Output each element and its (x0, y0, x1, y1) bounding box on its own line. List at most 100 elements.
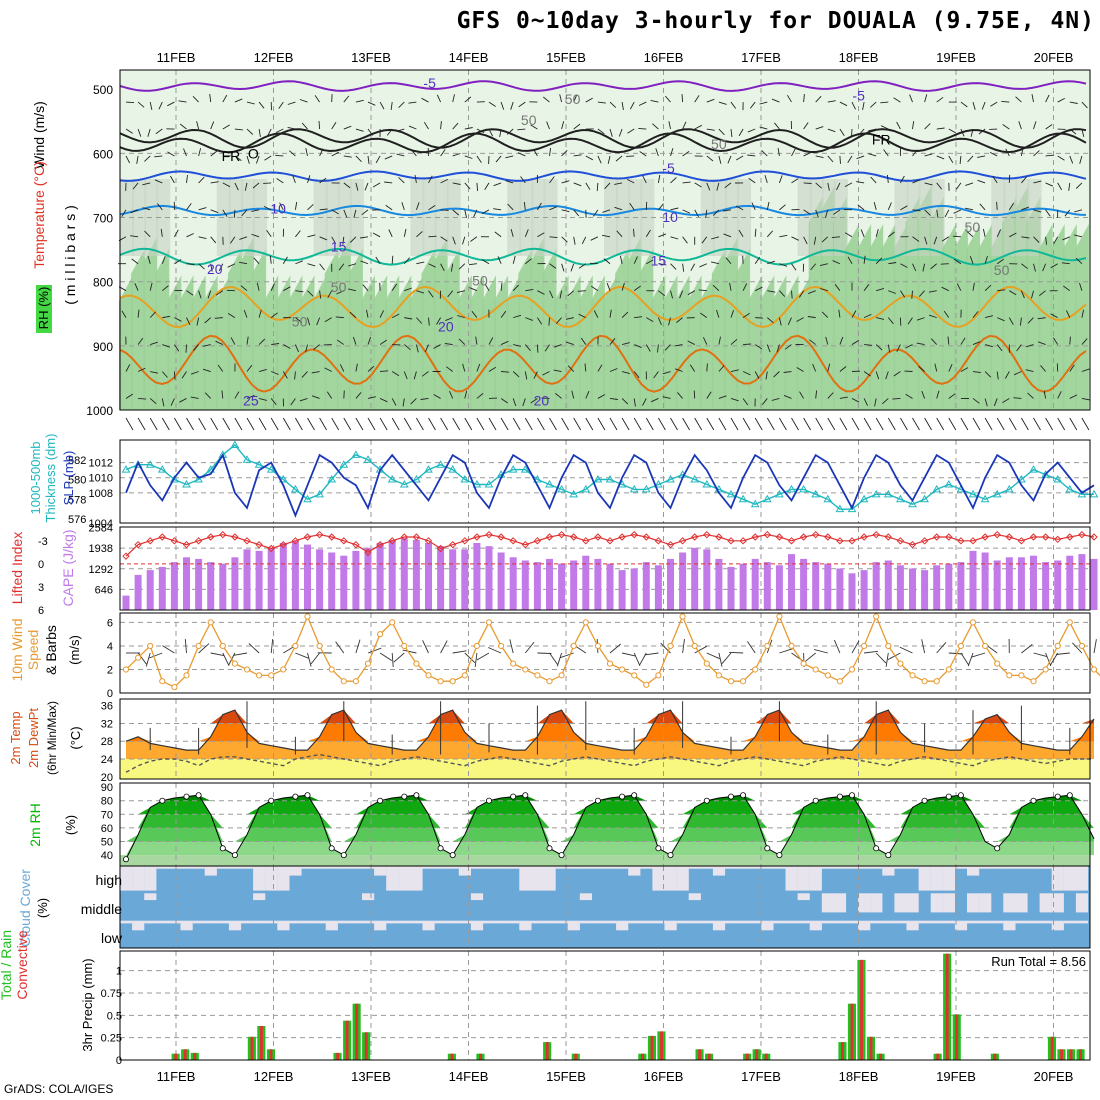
cape-bar (558, 563, 566, 610)
rh-band-low (167, 275, 182, 410)
wind-speed-point (1042, 666, 1049, 673)
wind-barb (282, 371, 288, 379)
wind-barb (730, 369, 739, 372)
cloud-cell (616, 920, 629, 931)
wind-barb (578, 313, 586, 319)
wind-barb (1069, 336, 1071, 345)
wind-barb (900, 175, 905, 184)
cape-bar (255, 550, 263, 610)
date-label-bottom: 18FEB (839, 1069, 879, 1084)
wind10m-barb (833, 639, 841, 654)
precip-tick: 0.75 (101, 988, 122, 1000)
wind-barb (597, 394, 606, 399)
wind-barb (578, 263, 587, 269)
wind-barb (1081, 368, 1090, 372)
li-point (206, 533, 215, 541)
thickness-point (448, 465, 458, 473)
wind-barb (880, 125, 889, 130)
wind-barb (468, 263, 477, 266)
cape-bar (993, 560, 1001, 610)
wind-barb (571, 390, 575, 399)
wind-barb (537, 202, 542, 211)
surface-barb (1008, 417, 1017, 431)
wind-barb (512, 371, 520, 378)
wind-barb (787, 94, 792, 103)
wind-barb (349, 311, 357, 318)
wind-barb (997, 289, 1006, 292)
wind-barb (398, 101, 405, 109)
wind-barb (517, 128, 526, 131)
cloud-cell (821, 920, 834, 924)
wind-barb (258, 368, 267, 372)
pressure-tick: 800 (93, 276, 113, 290)
cloud-cell (833, 866, 847, 869)
panel-temp2m (119, 698, 1091, 780)
li-point (533, 537, 542, 545)
thickness-point (278, 475, 288, 483)
wind-barb (860, 229, 865, 237)
wind-barb (858, 128, 865, 136)
wind-barb (314, 95, 320, 103)
precip-bar-convective (193, 1052, 197, 1060)
wind-barb (815, 390, 818, 399)
wind-barb (1025, 369, 1034, 372)
surface-barb (851, 417, 860, 431)
wind-barb (1057, 98, 1066, 103)
wind-speed-point (1030, 678, 1037, 685)
wind-barb (1069, 155, 1074, 164)
wind-barb (778, 175, 783, 184)
wind-barb (311, 395, 320, 399)
wind-speed-point (510, 660, 517, 667)
wind-barb (682, 236, 688, 244)
wind-barb (174, 259, 182, 265)
rh-band-low (482, 275, 496, 410)
wind-barb (687, 340, 695, 345)
wind-barb (221, 390, 224, 399)
li-point (908, 540, 917, 549)
wind-barb (754, 228, 757, 237)
wind-barb (404, 287, 413, 292)
cloud-cell (604, 866, 617, 869)
axis-label-barbs: & Barbs (43, 625, 59, 675)
wind-speed-point (861, 642, 868, 650)
contour-label: 15 (651, 253, 667, 269)
wind-barb (633, 228, 635, 237)
wind-barb (258, 128, 261, 137)
cape-bar (412, 539, 420, 610)
cloud-cell (434, 866, 447, 869)
rh2m-point (812, 797, 819, 804)
thickness-point (1065, 484, 1075, 493)
thickness-point (254, 460, 264, 468)
wind-barb (202, 344, 211, 347)
wind-barb (390, 102, 393, 111)
wind-barb (1050, 263, 1058, 269)
wind-barb (960, 337, 966, 345)
wind-barb (471, 311, 478, 318)
wind-barb (1008, 202, 1014, 211)
thickness-point (1017, 475, 1026, 483)
wind-speed-point (800, 660, 807, 667)
wind-barb (246, 155, 250, 164)
wind-barb (614, 206, 623, 211)
cape-bar (788, 554, 795, 610)
contour-label: 50 (565, 91, 581, 107)
wind-barb (476, 363, 481, 372)
wind-barb (338, 263, 345, 271)
li-point (267, 544, 275, 553)
li-point (291, 537, 300, 545)
wind-barb (537, 232, 545, 238)
wind-barb (779, 290, 786, 297)
thickness-point (666, 475, 675, 483)
cloud-cell (410, 920, 423, 924)
wind-barb (567, 365, 575, 372)
wind-barb (222, 124, 230, 130)
wind-barb (857, 204, 865, 211)
wind-barb (150, 371, 159, 374)
wind-barb (943, 310, 950, 318)
wind-barb (264, 155, 272, 161)
wind-barb (144, 230, 151, 238)
wind-barb (137, 101, 145, 108)
wind-barb (996, 344, 1003, 352)
wind-barb (766, 344, 771, 353)
axis-label-cloud-cover: Cloud Cover (17, 869, 33, 947)
